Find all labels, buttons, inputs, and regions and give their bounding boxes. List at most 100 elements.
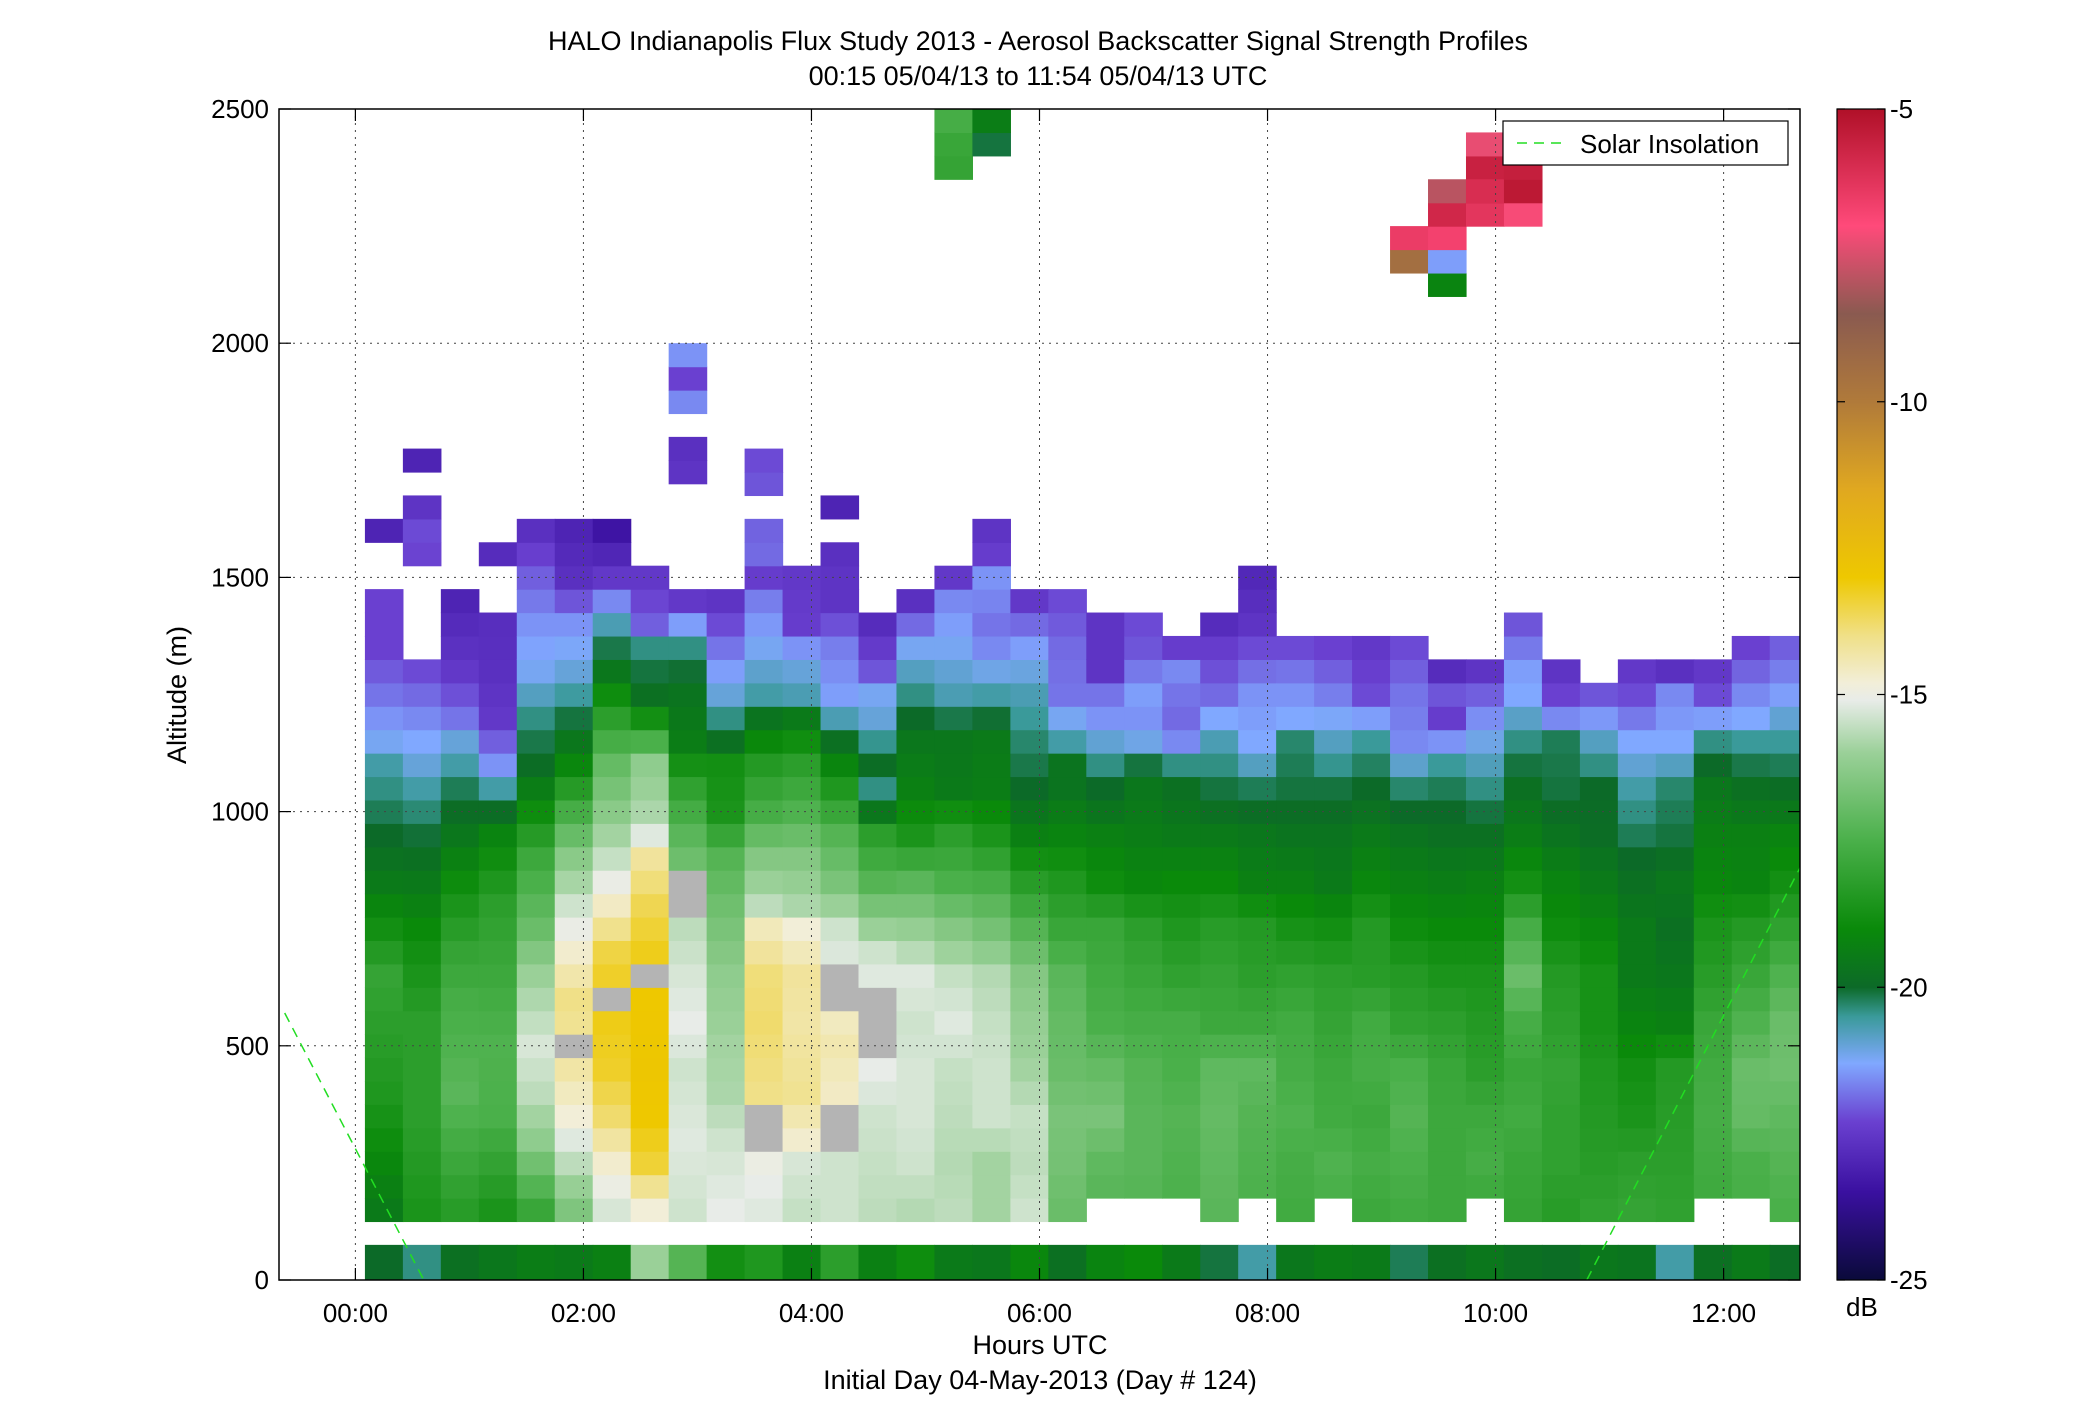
heatmap-cell	[744, 1151, 784, 1176]
y-axis-ticks: 0 500 1000 1500 2000 2500	[211, 94, 1800, 1295]
heatmap-cell	[1579, 987, 1619, 1012]
heatmap-cell	[744, 823, 784, 848]
heatmap-cell	[744, 589, 784, 614]
heatmap-cell	[1428, 1174, 1467, 1199]
heatmap-cell	[668, 963, 708, 988]
heatmap-cell	[1314, 1174, 1353, 1199]
heatmap-cell	[1010, 1198, 1049, 1223]
heatmap-cell	[1428, 1034, 1467, 1059]
heatmap-cell	[1276, 1057, 1315, 1082]
heatmap-cell	[1731, 753, 1771, 778]
heatmap-cell	[592, 729, 632, 754]
heatmap-cell	[972, 1244, 1011, 1280]
heatmap-cell	[592, 612, 632, 637]
heatmap-cell	[1617, 776, 1657, 801]
heatmap-cell	[782, 682, 822, 707]
colorbar-tick-label: -25	[1890, 1265, 1928, 1295]
heatmap-cell	[744, 1174, 784, 1199]
heatmap-cell	[1731, 1151, 1771, 1176]
heatmap-cell	[1276, 753, 1315, 778]
heatmap-cell	[782, 1010, 822, 1035]
heatmap-cell	[1314, 729, 1353, 754]
heatmap-cell	[478, 1010, 518, 1035]
heatmap-cell	[364, 635, 404, 660]
heatmap-cell	[1314, 753, 1353, 778]
heatmap-cell	[554, 1104, 594, 1129]
heatmap-cell	[1655, 1198, 1695, 1223]
heatmap-cell	[440, 823, 480, 848]
heatmap-cell	[1390, 635, 1429, 660]
heatmap-cell	[516, 823, 556, 848]
heatmap-cell	[1769, 1010, 1800, 1035]
heatmap-cell	[896, 612, 936, 637]
heatmap-cell	[858, 823, 898, 848]
y-tick-label: 1500	[211, 562, 269, 592]
heatmap-cell	[706, 706, 746, 731]
heatmap-cell	[1503, 987, 1543, 1012]
heatmap-cell	[1769, 823, 1800, 848]
heatmap-cell	[1238, 1010, 1277, 1035]
heatmap-cell	[440, 987, 480, 1012]
heatmap-cell	[1238, 1244, 1277, 1280]
heatmap-cell	[744, 846, 784, 871]
heatmap-cell	[1238, 1151, 1277, 1176]
heatmap-cell	[1086, 870, 1125, 895]
heatmap-cell	[1162, 1127, 1201, 1152]
heatmap-cell	[1428, 1080, 1467, 1105]
heatmap-cell-aloft	[668, 460, 708, 485]
heatmap-cell	[896, 706, 936, 731]
heatmap-cell	[402, 940, 442, 965]
heatmap-cell	[1200, 987, 1239, 1012]
heatmap-cell	[1579, 963, 1619, 988]
heatmap-cell	[478, 659, 518, 684]
heatmap-cell	[934, 612, 974, 637]
heatmap-cell	[364, 729, 404, 754]
heatmap-cell	[402, 659, 442, 684]
heatmap-cell	[1617, 1151, 1657, 1176]
heatmap-cell	[1238, 1104, 1277, 1129]
heatmap-cell	[1086, 706, 1125, 731]
heatmap-cell	[1352, 870, 1391, 895]
heatmap-cell	[782, 635, 822, 660]
heatmap-cell	[1503, 1080, 1543, 1105]
heatmap-cell	[1314, 1104, 1353, 1129]
heatmap-cell	[668, 823, 708, 848]
heatmap-cell	[1010, 1010, 1049, 1035]
heatmap-cell	[1617, 1057, 1657, 1082]
heatmap-cell	[1465, 706, 1505, 731]
heatmap-cell	[1617, 1127, 1657, 1152]
heatmap-cell	[744, 635, 784, 660]
heatmap-cell	[478, 987, 518, 1012]
heatmap-cell	[1276, 1244, 1315, 1280]
heatmap-cell	[1010, 729, 1049, 754]
heatmap-cell	[1617, 706, 1657, 731]
heatmap-cell	[1124, 729, 1163, 754]
heatmap-cell	[972, 940, 1011, 965]
heatmap-cell	[1655, 1010, 1695, 1035]
heatmap-cell	[1617, 963, 1657, 988]
heatmap-cell	[402, 1244, 442, 1280]
heatmap-cell	[1579, 1010, 1619, 1035]
heatmap-cell	[1655, 870, 1695, 895]
heatmap-cell	[858, 987, 898, 1012]
heatmap-cell	[1352, 893, 1391, 918]
heatmap-cell	[1086, 940, 1125, 965]
heatmap-cell	[1465, 659, 1505, 684]
heatmap-cell	[668, 776, 708, 801]
heatmap-cell	[1693, 940, 1733, 965]
heatmap-cell	[858, 729, 898, 754]
heatmap-cell	[1693, 1244, 1733, 1280]
heatmap-cell	[972, 1127, 1011, 1152]
heatmap-cell	[1617, 1010, 1657, 1035]
heatmap-cell	[630, 1127, 670, 1152]
heatmap-cell	[1617, 987, 1657, 1012]
heatmap-cell	[1465, 1057, 1505, 1082]
heatmap-cell	[1162, 1174, 1201, 1199]
heatmap-cell	[1503, 1127, 1543, 1152]
heatmap-cell	[1465, 823, 1505, 848]
heatmap-cell	[1693, 1034, 1733, 1059]
heatmap-cell	[1010, 1151, 1049, 1176]
heatmap-cell	[554, 706, 594, 731]
heatmap-cell	[1655, 1057, 1695, 1082]
heatmap-cell	[1503, 612, 1543, 637]
